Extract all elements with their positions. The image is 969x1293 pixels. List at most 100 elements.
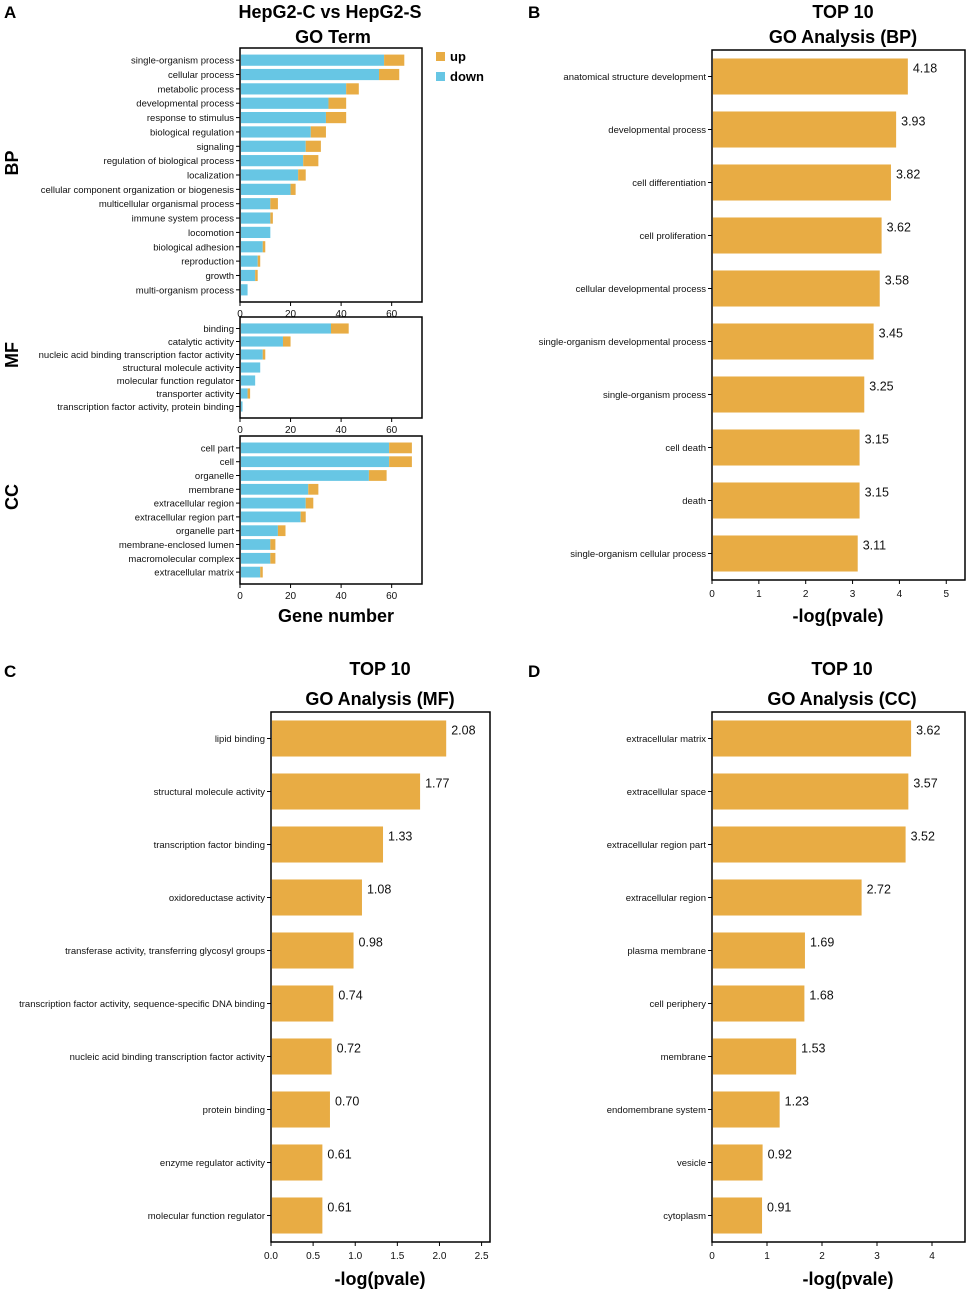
legend-label-down: down: [450, 69, 484, 84]
x-tick-label: 0: [237, 309, 243, 320]
bar: [713, 1091, 780, 1128]
bar-up: [257, 255, 261, 267]
data-label: 0.61: [327, 1148, 351, 1162]
data-label: 0.92: [768, 1148, 792, 1162]
bar-up: [310, 126, 326, 138]
x-tick-label: 1.5: [390, 1251, 404, 1262]
legend-swatch-up: [436, 52, 445, 61]
bar-up: [389, 442, 412, 454]
panel-label-b: B: [528, 3, 540, 22]
x-tick-label: 0: [709, 1251, 715, 1262]
bar: [272, 985, 334, 1022]
category-label: oxidoreductase activity: [169, 893, 265, 904]
category-label: biological regulation: [150, 127, 234, 138]
category-label: extracellular matrix: [154, 568, 234, 579]
category-label: anatomical structure development: [563, 72, 706, 83]
bar-down: [241, 198, 271, 210]
x-tick-label: 2: [803, 589, 809, 600]
group-cc: CC cell part cell organelle membrane extracel…: [2, 435, 423, 602]
bar: [713, 879, 862, 916]
bar-down: [241, 212, 271, 224]
bar-down: [241, 140, 306, 152]
data-label: 3.52: [911, 830, 935, 844]
bar-down: [241, 511, 301, 523]
category-label: membrane: [189, 485, 234, 496]
data-label: 3.93: [901, 115, 925, 129]
category-label: membrane-enclosed lumen: [119, 540, 234, 551]
bar-up: [270, 552, 276, 564]
data-label: 0.61: [327, 1201, 351, 1215]
category-label: single-organism process: [603, 390, 706, 401]
bar-up: [305, 140, 321, 152]
bar: [713, 535, 858, 572]
data-label: 3.57: [913, 777, 937, 791]
category-label: biological adhesion: [153, 242, 234, 253]
panel-d: D TOP 10 GO Analysis (CC) extracellular mat…: [528, 659, 966, 1289]
x-tick-label: 0: [709, 589, 715, 600]
bar: [272, 1144, 323, 1181]
bar-down: [241, 323, 331, 334]
bar-down: [241, 169, 299, 181]
category-label: organelle part: [176, 526, 234, 537]
category-label: extracellular matrix: [626, 734, 706, 745]
x-axis-title: -log(pvale): [792, 606, 883, 626]
data-label: 1.08: [367, 883, 391, 897]
data-label: 0.98: [359, 936, 383, 950]
bar-down: [241, 362, 261, 373]
data-label: 3.25: [869, 380, 893, 394]
bar-down: [241, 97, 329, 109]
category-label: signaling: [197, 142, 235, 153]
category-label: transferase activity, transferring glyco…: [65, 946, 265, 957]
category-label: molecular function regulator: [117, 376, 234, 387]
bar: [713, 720, 912, 757]
category-label: cytoplasm: [663, 1211, 706, 1222]
bar-down: [241, 552, 271, 564]
x-tick-label: 1: [756, 589, 762, 600]
category-label: multicellular organismal process: [99, 199, 234, 210]
bar-up: [260, 566, 263, 578]
data-label: 0.91: [767, 1201, 791, 1215]
category-label: immune system process: [132, 214, 235, 225]
bar-up: [303, 155, 319, 167]
bar-up: [305, 497, 314, 509]
panel-label-a: A: [4, 3, 16, 22]
bar-down: [241, 525, 278, 537]
bar-down: [241, 241, 263, 253]
bar-up: [255, 269, 258, 282]
x-tick-label: 60: [386, 425, 398, 436]
x-tick-label: 4: [929, 1251, 935, 1262]
category-label: extracellular region: [154, 499, 234, 510]
bar-up: [290, 183, 296, 195]
data-label: 3.62: [916, 724, 940, 738]
group-mf: MF binding catalytic activity nucleic acid …: [2, 316, 423, 436]
category-label: vesicle: [677, 1158, 706, 1169]
bar-down: [241, 255, 258, 267]
group-label: CC: [2, 484, 22, 510]
chart-title-line1: TOP 10: [812, 2, 873, 22]
x-tick-label: 3: [850, 589, 856, 600]
bar: [272, 879, 362, 916]
plot-frame: [239, 435, 423, 585]
chart-title-line2: GO Analysis (CC): [767, 689, 916, 709]
x-tick-label: 20: [285, 591, 297, 602]
bar: [713, 58, 908, 95]
bar-up: [300, 511, 306, 523]
category-label: structural molecule activity: [154, 787, 266, 798]
bar-up: [384, 54, 405, 66]
bar-up: [270, 539, 276, 550]
bar-up: [346, 83, 359, 95]
bar: [713, 985, 805, 1022]
bar-down: [241, 126, 311, 138]
bar-up: [379, 68, 400, 81]
category-label: cell death: [665, 443, 706, 454]
bar: [713, 323, 874, 360]
bar-down: [241, 83, 347, 95]
data-label: 1.53: [801, 1042, 825, 1056]
category-label: extracellular space: [627, 787, 706, 798]
category-label: transcription factor binding: [154, 840, 265, 851]
chart-title-line2: GO Analysis (BP): [769, 27, 917, 47]
bar-down: [241, 375, 256, 386]
bar-down: [241, 456, 390, 468]
x-tick-label: 1.0: [348, 1251, 362, 1262]
category-label: cell proliferation: [639, 231, 706, 242]
